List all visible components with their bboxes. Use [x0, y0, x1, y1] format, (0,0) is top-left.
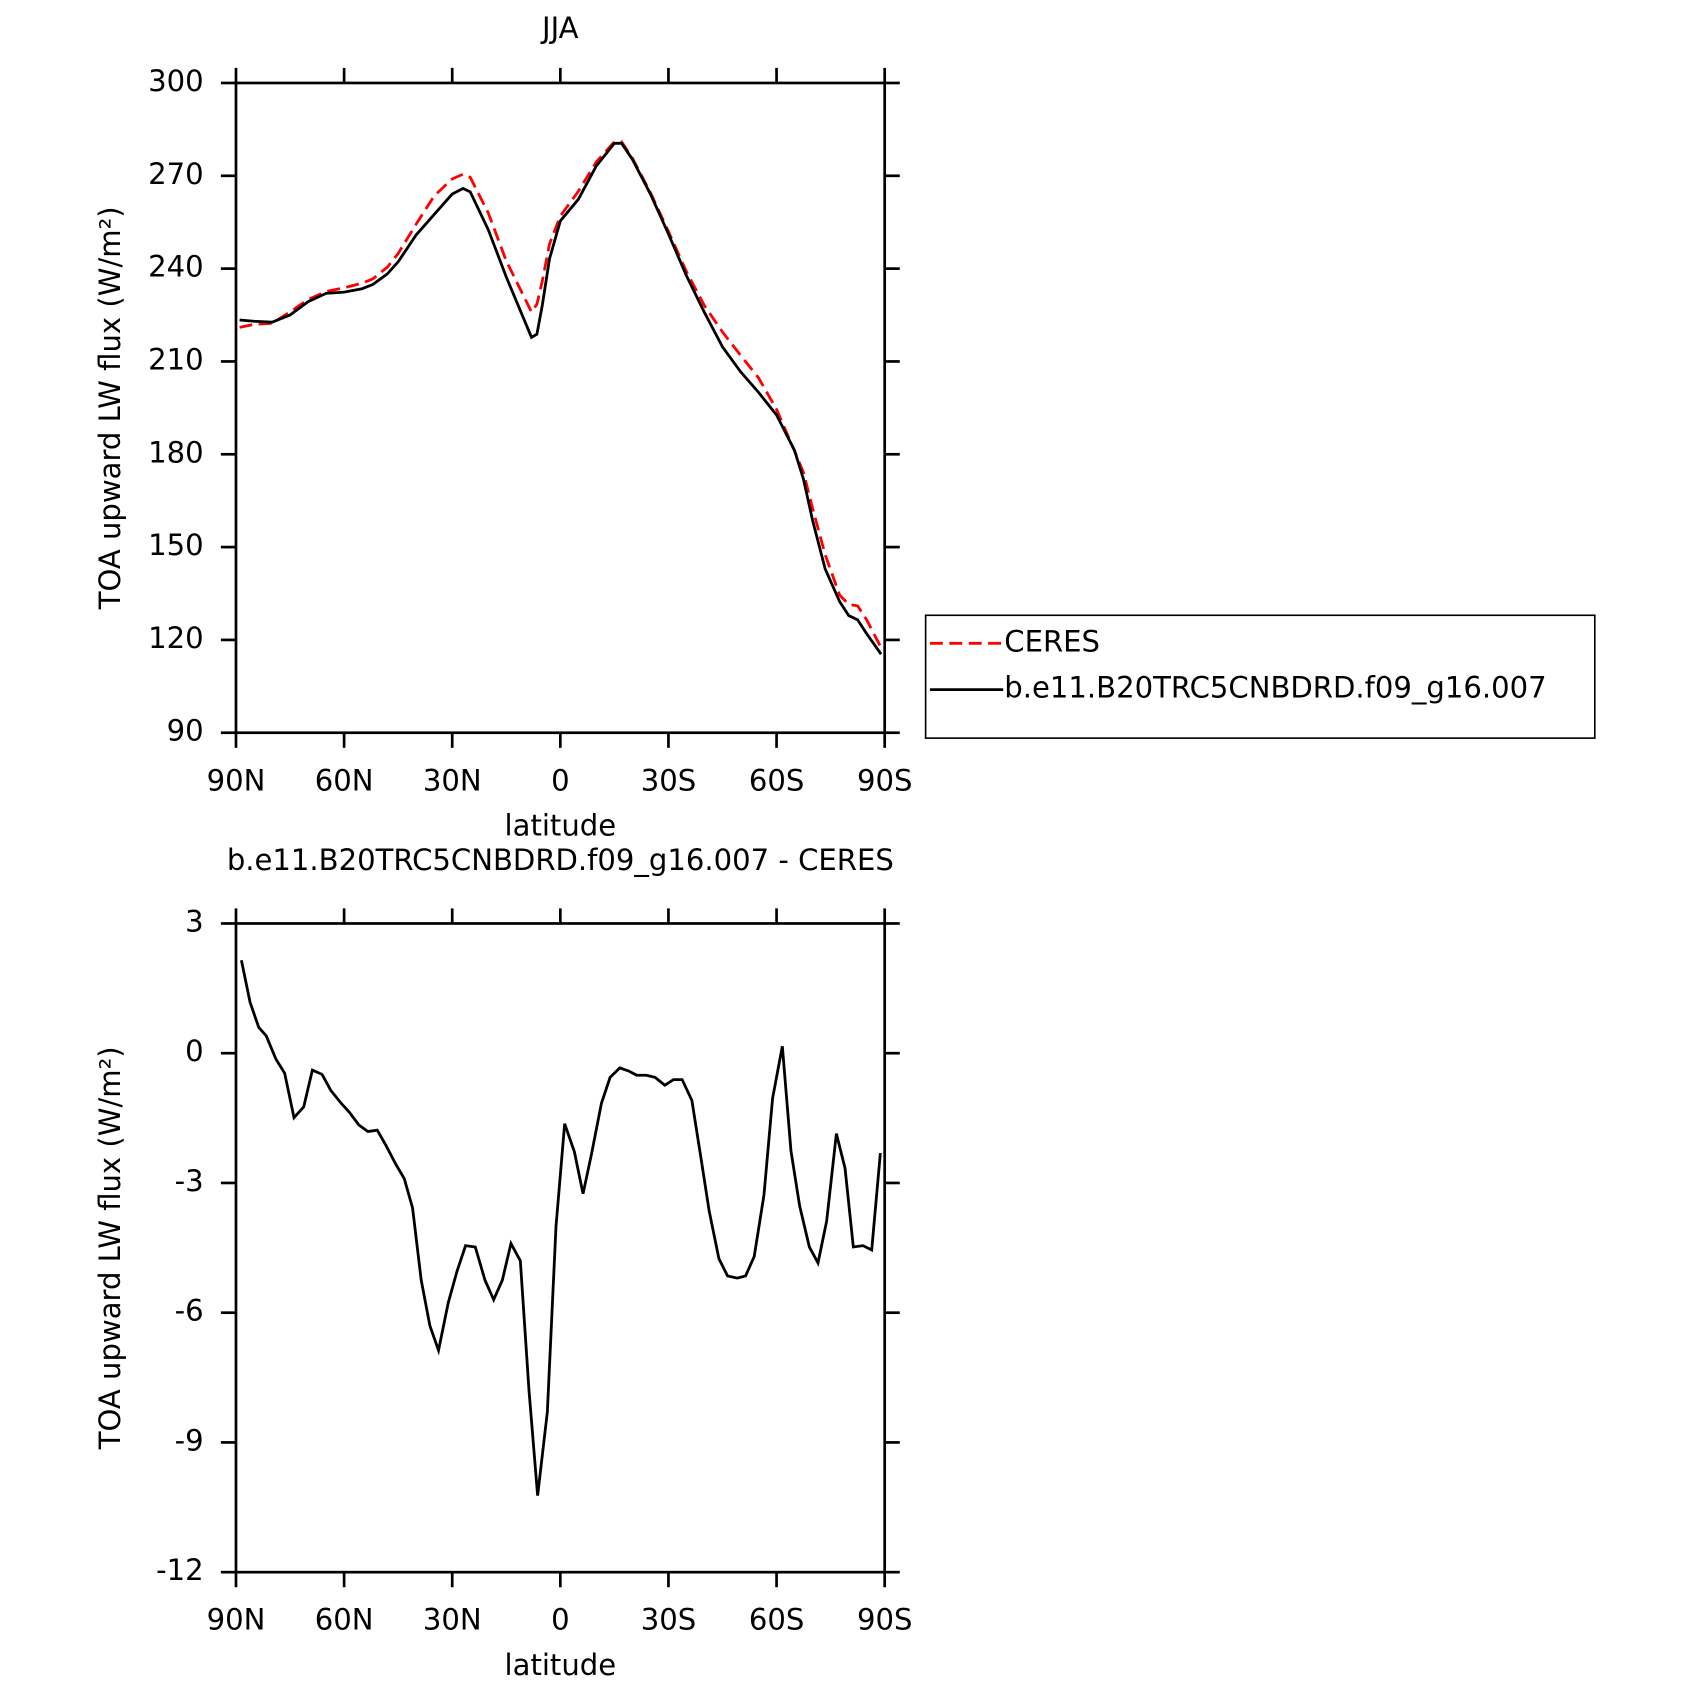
x-tick-label: 60N [315, 763, 374, 797]
x-tick-label: 90S [857, 1603, 912, 1637]
series-line [239, 140, 883, 649]
legend-label: b.e11.B20TRC5CNBDRD.f09_g16.007 [1004, 671, 1546, 705]
y-axis-label: TOA upward LW flux (W/m²) [93, 206, 127, 610]
x-tick-label: 90N [207, 1603, 266, 1637]
y-tick-label: 150 [148, 528, 204, 562]
y-tick-label: 120 [148, 621, 204, 655]
x-tick-label: 90S [857, 763, 912, 797]
y-tick-label: 270 [148, 157, 204, 191]
y-tick-label: 240 [148, 250, 204, 284]
y-axis-label: TOA upward LW flux (W/m²) [93, 1046, 127, 1450]
y-tick-label: 180 [148, 435, 204, 469]
x-tick-label: 60S [749, 763, 804, 797]
x-tick-label: 0 [551, 1603, 570, 1637]
y-tick-label: 300 [148, 64, 204, 98]
x-tick-label: 90N [207, 763, 266, 797]
series-line [240, 959, 882, 1496]
x-tick-label: 60N [315, 1603, 374, 1637]
y-tick-label: -12 [156, 1553, 204, 1587]
chart-title: b.e11.B20TRC5CNBDRD.f09_g16.007 - CERES [227, 843, 894, 877]
y-tick-label: -3 [175, 1164, 204, 1198]
x-tick-label: 30S [641, 763, 696, 797]
x-axis-label: latitude [505, 809, 617, 843]
x-tick-label: 30S [641, 1603, 696, 1637]
x-tick-label: 60S [749, 1603, 804, 1637]
y-tick-label: -9 [175, 1423, 204, 1457]
y-tick-label: 90 [167, 714, 204, 748]
x-axis-label: latitude [505, 1648, 617, 1681]
y-tick-label: 3 [185, 904, 204, 938]
x-tick-label: 30N [423, 763, 482, 797]
y-tick-label: -6 [175, 1294, 204, 1328]
legend-box [924, 614, 1596, 739]
chart-title: JJA [540, 11, 579, 45]
plot-frame [234, 922, 887, 1574]
y-tick-label: 0 [185, 1034, 204, 1068]
x-tick-label: 0 [551, 763, 570, 797]
x-tick-label: 30N [423, 1603, 482, 1637]
legend-label: CERES [1004, 624, 1100, 658]
plot-frame [234, 81, 887, 735]
y-tick-label: 210 [148, 342, 204, 376]
series-line [239, 141, 883, 655]
